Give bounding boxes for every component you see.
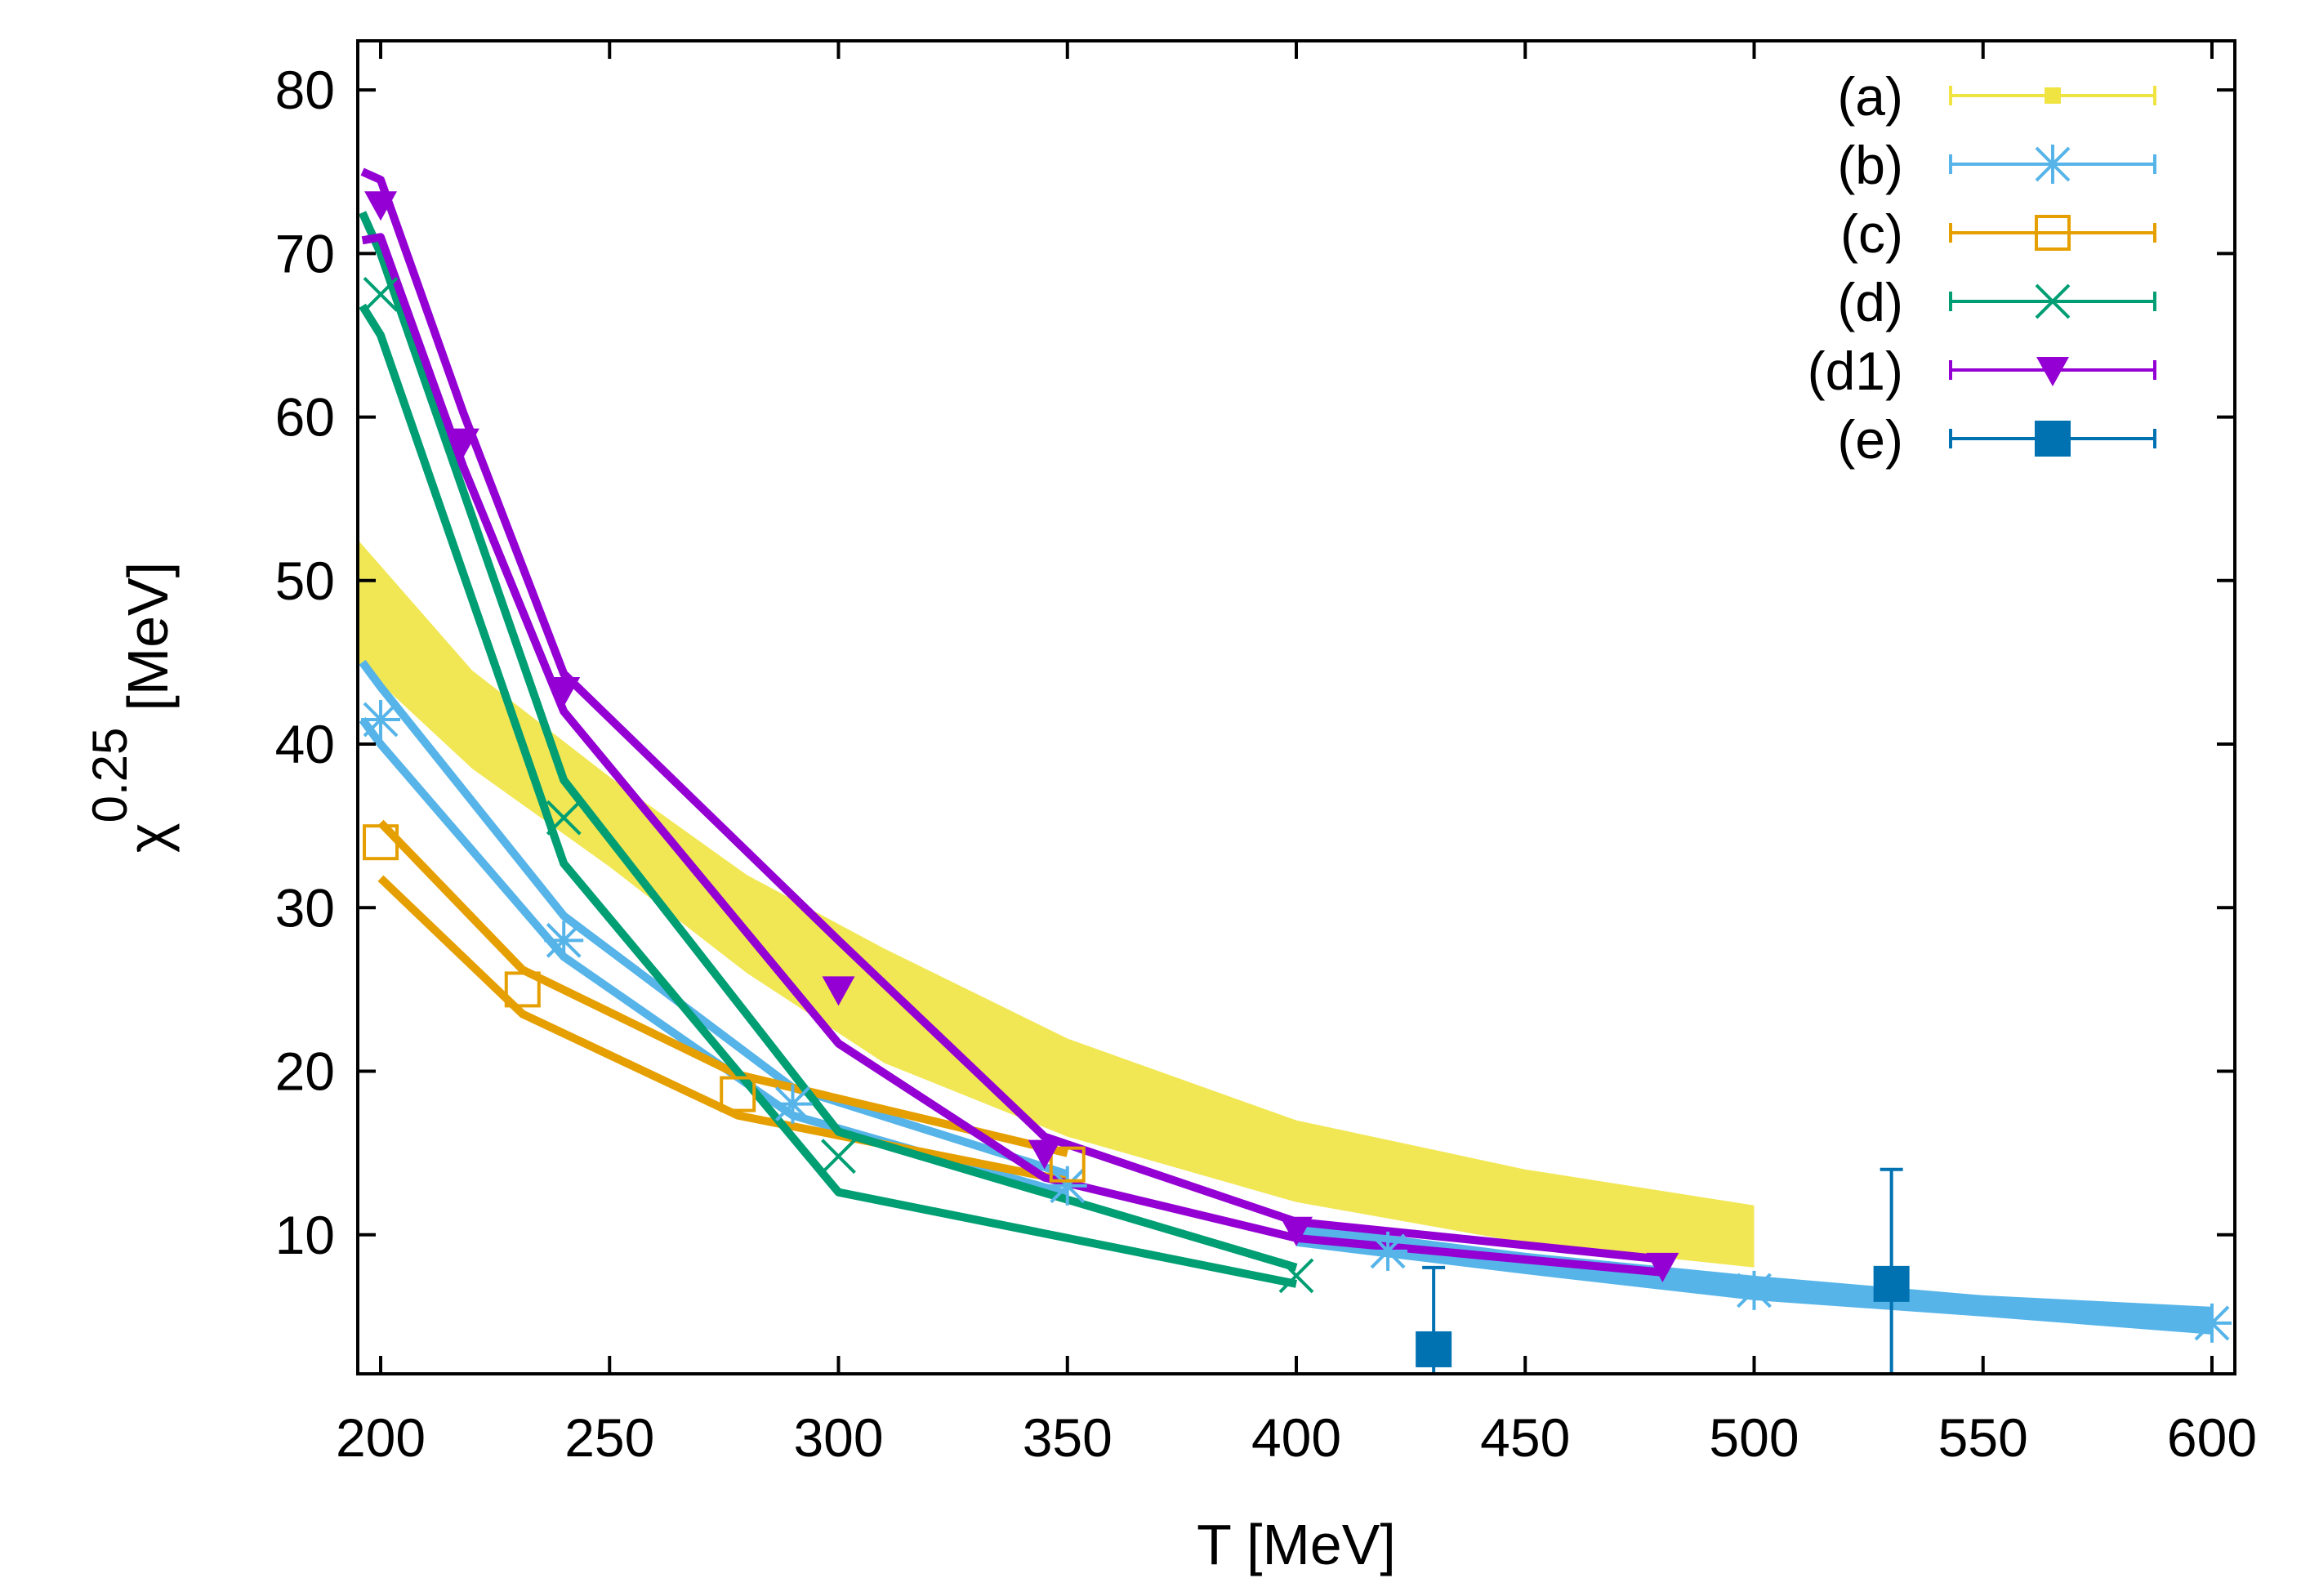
x-tick-label: 200 <box>336 1407 426 1468</box>
series-c-point <box>363 824 399 861</box>
series-layer <box>359 167 1663 1288</box>
y-tick-label: 30 <box>275 877 335 938</box>
series-c-upper-line <box>377 819 1068 1157</box>
y-axis-label-base: χ <box>116 823 180 853</box>
series-d1-point <box>547 676 581 707</box>
legend-marker-b <box>2033 145 2072 184</box>
series-c-point <box>504 971 541 1008</box>
y-axis-label-unit: [MeV] <box>116 562 180 711</box>
series-b-point <box>361 700 401 740</box>
series-d1-point <box>1280 1216 1313 1246</box>
x-tick-label: 600 <box>2167 1407 2257 1468</box>
series-b-upper-line <box>359 659 1069 1179</box>
legend-label-e: (e) <box>1837 409 1903 470</box>
y-tick-label: 60 <box>275 387 335 448</box>
series-e-point <box>1416 1331 1452 1367</box>
series-b-point <box>1734 1270 1774 1310</box>
series-d1-point <box>1028 1139 1061 1170</box>
y-tick-label: 20 <box>275 1041 335 1102</box>
legend: (a) (b) (c) (d) (d1) (e) <box>1808 66 2156 470</box>
series-d-point <box>821 1139 856 1175</box>
series-c-point <box>720 1076 756 1112</box>
series-b-point <box>2192 1303 2232 1343</box>
x-tick-label: 400 <box>1251 1407 1341 1468</box>
series-e-point <box>1873 1265 1910 1302</box>
legend-label-d1: (d1) <box>1808 341 1903 401</box>
legend-marker-d1 <box>2036 357 2069 386</box>
y-axis-label: χ0.25 [MeV] <box>82 562 180 853</box>
markers-layer <box>361 191 2232 1374</box>
series-d-point <box>1278 1258 1314 1294</box>
series-d1-point <box>1646 1252 1679 1282</box>
series-d-point <box>363 276 399 312</box>
legend-marker-c <box>2035 215 2071 251</box>
legend-marker-e <box>2035 421 2071 457</box>
series-d-point <box>546 800 582 836</box>
series-c-point <box>1049 1146 1086 1183</box>
x-tick-label: 250 <box>564 1407 654 1468</box>
series-d-lower-line <box>359 303 1297 1288</box>
svg-text:χ0.25[MeV]: χ0.25 [MeV] <box>82 562 180 853</box>
legend-label-c: (c) <box>1840 203 1903 264</box>
y-tick-label: 80 <box>275 60 335 120</box>
legend-marker-d <box>2035 283 2071 319</box>
axis-ticks: 200 250 300 350 400 450 500 550 600 10 20 30 40 50 60 7… <box>275 41 2257 1468</box>
x-tick-label: 550 <box>1938 1407 2028 1468</box>
series-d1-upper-line <box>360 167 1663 1264</box>
x-tick-label: 500 <box>1709 1407 1799 1468</box>
x-tick-label: 350 <box>1023 1407 1113 1468</box>
y-tick-label: 50 <box>275 551 335 611</box>
y-tick-label: 70 <box>275 223 335 283</box>
x-axis-label: T [MeV] <box>1197 1513 1396 1576</box>
series-d1-point <box>822 976 855 1006</box>
series-b-point <box>1368 1231 1408 1271</box>
y-axis-label-exp: 0.25 <box>82 728 137 823</box>
band-a <box>358 539 1755 1268</box>
x-tick-label: 450 <box>1480 1407 1570 1468</box>
series-d1-point <box>364 191 398 221</box>
y-tick-label: 40 <box>275 714 335 774</box>
x-tick-label: 300 <box>793 1407 883 1468</box>
series-b-point <box>773 1084 813 1124</box>
series-d1-point <box>446 428 479 458</box>
y-tick-label: 10 <box>275 1205 335 1265</box>
legend-marker-a <box>2045 87 2061 104</box>
series-b-point <box>544 921 584 961</box>
series-b-point <box>1047 1166 1087 1206</box>
legend-label-d: (d) <box>1837 272 1903 332</box>
legend-label-b: (b) <box>1837 135 1903 195</box>
series-d1-lower-line <box>361 233 1663 1277</box>
legend-label-a: (a) <box>1837 66 1903 127</box>
